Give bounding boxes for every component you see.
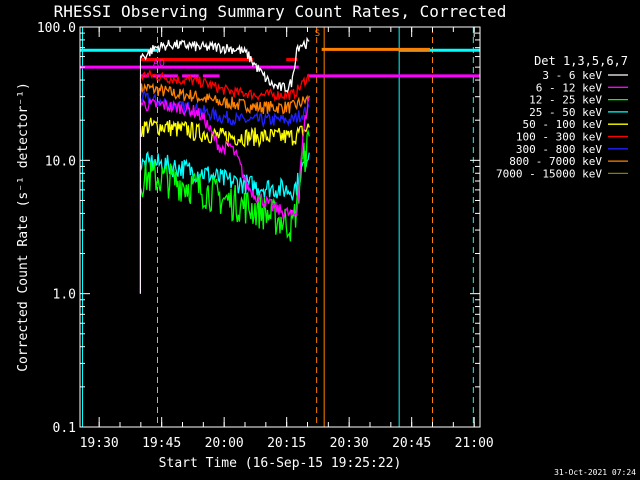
y-tick-label: 100.0 <box>37 21 76 36</box>
legend-entry-label: 50 - 100 keV <box>523 118 603 131</box>
legend-entry-label: 100 - 300 keV <box>516 131 602 144</box>
x-tick-label: 20:45 <box>392 436 431 451</box>
legend-title: Det 1,3,5,6,7 <box>534 54 628 68</box>
series-line <box>139 82 310 115</box>
y-axis-label: Corrected Count Rate (s⁻¹ detector⁻¹) <box>16 82 31 372</box>
footer-timestamp: 31-Oct-2021 07:24 <box>554 468 636 477</box>
series-line <box>139 70 310 103</box>
series-line <box>139 129 310 242</box>
y-tick-label: 0.1 <box>53 421 76 436</box>
y-tick-label: 10.0 <box>45 154 76 169</box>
x-axis-label: Start Time (16-Sep-15 19:25:22) <box>159 456 402 471</box>
axes: 100.0 10.0 1.0 0.1 19:30 19:45 20:00 20:15 20:30… <box>37 21 494 451</box>
series-line <box>139 96 310 220</box>
x-tick-label: 21:00 <box>455 436 494 451</box>
plot-frame <box>79 26 481 428</box>
x-tick-label: 19:45 <box>142 436 181 451</box>
chart-marker: S <box>315 29 320 39</box>
legend-entry-label: 800 - 7000 keV <box>509 155 602 168</box>
y-tick-label: 1.0 <box>53 288 76 303</box>
legend-entry-label: 6 - 12 keV <box>536 81 603 94</box>
plot-area: AO S <box>80 27 480 427</box>
legend-entry-label: 12 - 25 keV <box>529 94 602 107</box>
legend-entry-label: 7000 - 15000 keV <box>496 167 602 180</box>
series-line <box>139 36 310 93</box>
legend-entry-label: 300 - 800 keV <box>516 143 602 156</box>
x-tick-label: 19:30 <box>80 436 119 451</box>
x-tick-label: 20:00 <box>205 436 244 451</box>
series-line <box>139 150 310 201</box>
legend-entry-label: 25 - 50 keV <box>529 106 602 119</box>
flag-label: AO <box>153 58 165 69</box>
series-line <box>140 117 310 149</box>
chart-title: RHESSI Observing Summary Count Rates, Co… <box>54 2 507 21</box>
legend-entry-label: 3 - 6 keV <box>542 69 602 82</box>
x-tick-label: 20:30 <box>330 436 369 451</box>
x-tick-label: 20:15 <box>267 436 306 451</box>
